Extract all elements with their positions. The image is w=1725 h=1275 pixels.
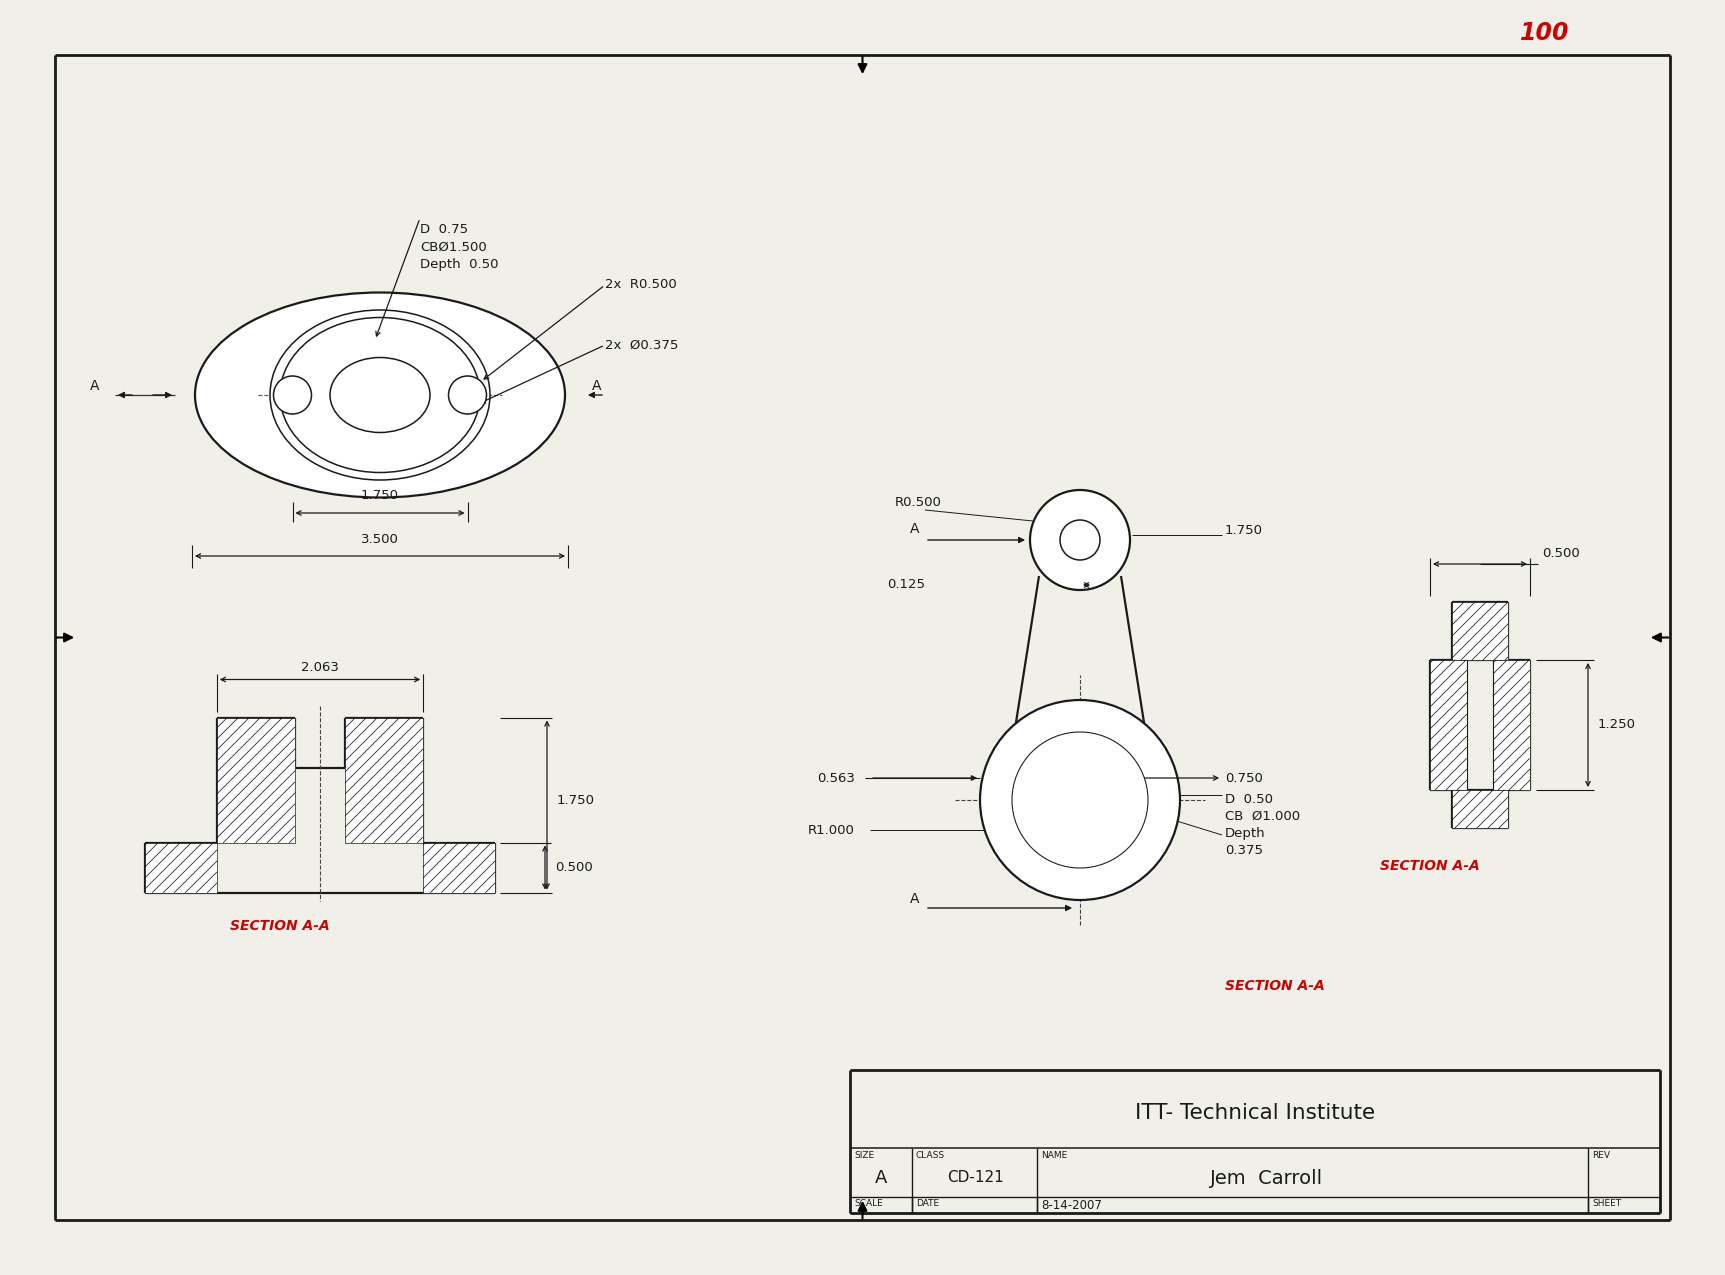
Text: ITT- Technical Institute: ITT- Technical Institute <box>1135 1103 1375 1123</box>
Bar <box>423 843 495 892</box>
Text: A: A <box>592 379 602 393</box>
Text: 0.750: 0.750 <box>1225 771 1263 784</box>
Text: 0.500: 0.500 <box>555 861 593 873</box>
Text: R0.500: R0.500 <box>895 496 942 509</box>
Text: Jem  Carroll: Jem Carroll <box>1211 1168 1323 1187</box>
Text: CLASS: CLASS <box>916 1151 945 1160</box>
Text: CD-121: CD-121 <box>947 1170 1004 1186</box>
Text: 0.563: 0.563 <box>818 771 856 784</box>
Circle shape <box>980 700 1180 900</box>
Text: 2.063: 2.063 <box>302 660 338 673</box>
Bar <box>1452 602 1508 660</box>
Text: 0.125: 0.125 <box>887 579 925 592</box>
Text: R1.000: R1.000 <box>807 824 856 836</box>
Text: SHEET: SHEET <box>1592 1198 1622 1207</box>
Text: D  0.75
CBØ1.500
Depth  0.50: D 0.75 CBØ1.500 Depth 0.50 <box>419 223 499 272</box>
Text: 1.750: 1.750 <box>361 490 398 502</box>
Text: 1.250: 1.250 <box>1597 719 1635 732</box>
Text: SECTION A-A: SECTION A-A <box>229 919 329 933</box>
Text: 0.500: 0.500 <box>1542 547 1580 560</box>
Text: D  0.50
CB  Ø1.000
Depth
0.375: D 0.50 CB Ø1.000 Depth 0.375 <box>1225 793 1301 857</box>
Text: 2x  R0.500: 2x R0.500 <box>605 278 676 292</box>
Bar <box>145 843 217 892</box>
Text: A: A <box>90 379 100 393</box>
Text: 8-14-2007: 8-14-2007 <box>1040 1198 1102 1213</box>
Bar <box>1430 660 1466 790</box>
Circle shape <box>1042 762 1118 838</box>
Ellipse shape <box>271 310 490 479</box>
Ellipse shape <box>329 357 430 432</box>
Text: 1.750: 1.750 <box>557 793 595 807</box>
Text: SCALE: SCALE <box>854 1198 883 1207</box>
Text: SECTION A-A: SECTION A-A <box>1380 859 1480 873</box>
Bar <box>1494 660 1530 790</box>
Circle shape <box>274 376 312 414</box>
Text: 3.500: 3.500 <box>361 533 398 546</box>
Text: 1.750: 1.750 <box>1225 524 1263 537</box>
Text: REV: REV <box>1592 1151 1609 1160</box>
Circle shape <box>1059 520 1101 560</box>
Ellipse shape <box>279 317 480 473</box>
Bar <box>217 718 295 843</box>
Text: A: A <box>875 1169 887 1187</box>
Circle shape <box>448 376 486 414</box>
Text: NAME: NAME <box>1040 1151 1068 1160</box>
Circle shape <box>1013 732 1149 868</box>
Bar <box>1452 790 1508 827</box>
Circle shape <box>1030 490 1130 590</box>
Ellipse shape <box>195 292 566 497</box>
Text: SECTION A-A: SECTION A-A <box>1225 979 1325 993</box>
Text: 100: 100 <box>1520 20 1570 45</box>
Text: DATE: DATE <box>916 1198 938 1207</box>
Text: A: A <box>911 892 919 907</box>
Text: 2x  Ø0.375: 2x Ø0.375 <box>605 338 678 352</box>
Text: SIZE: SIZE <box>854 1151 875 1160</box>
Bar <box>345 718 423 843</box>
Text: A: A <box>911 521 919 536</box>
